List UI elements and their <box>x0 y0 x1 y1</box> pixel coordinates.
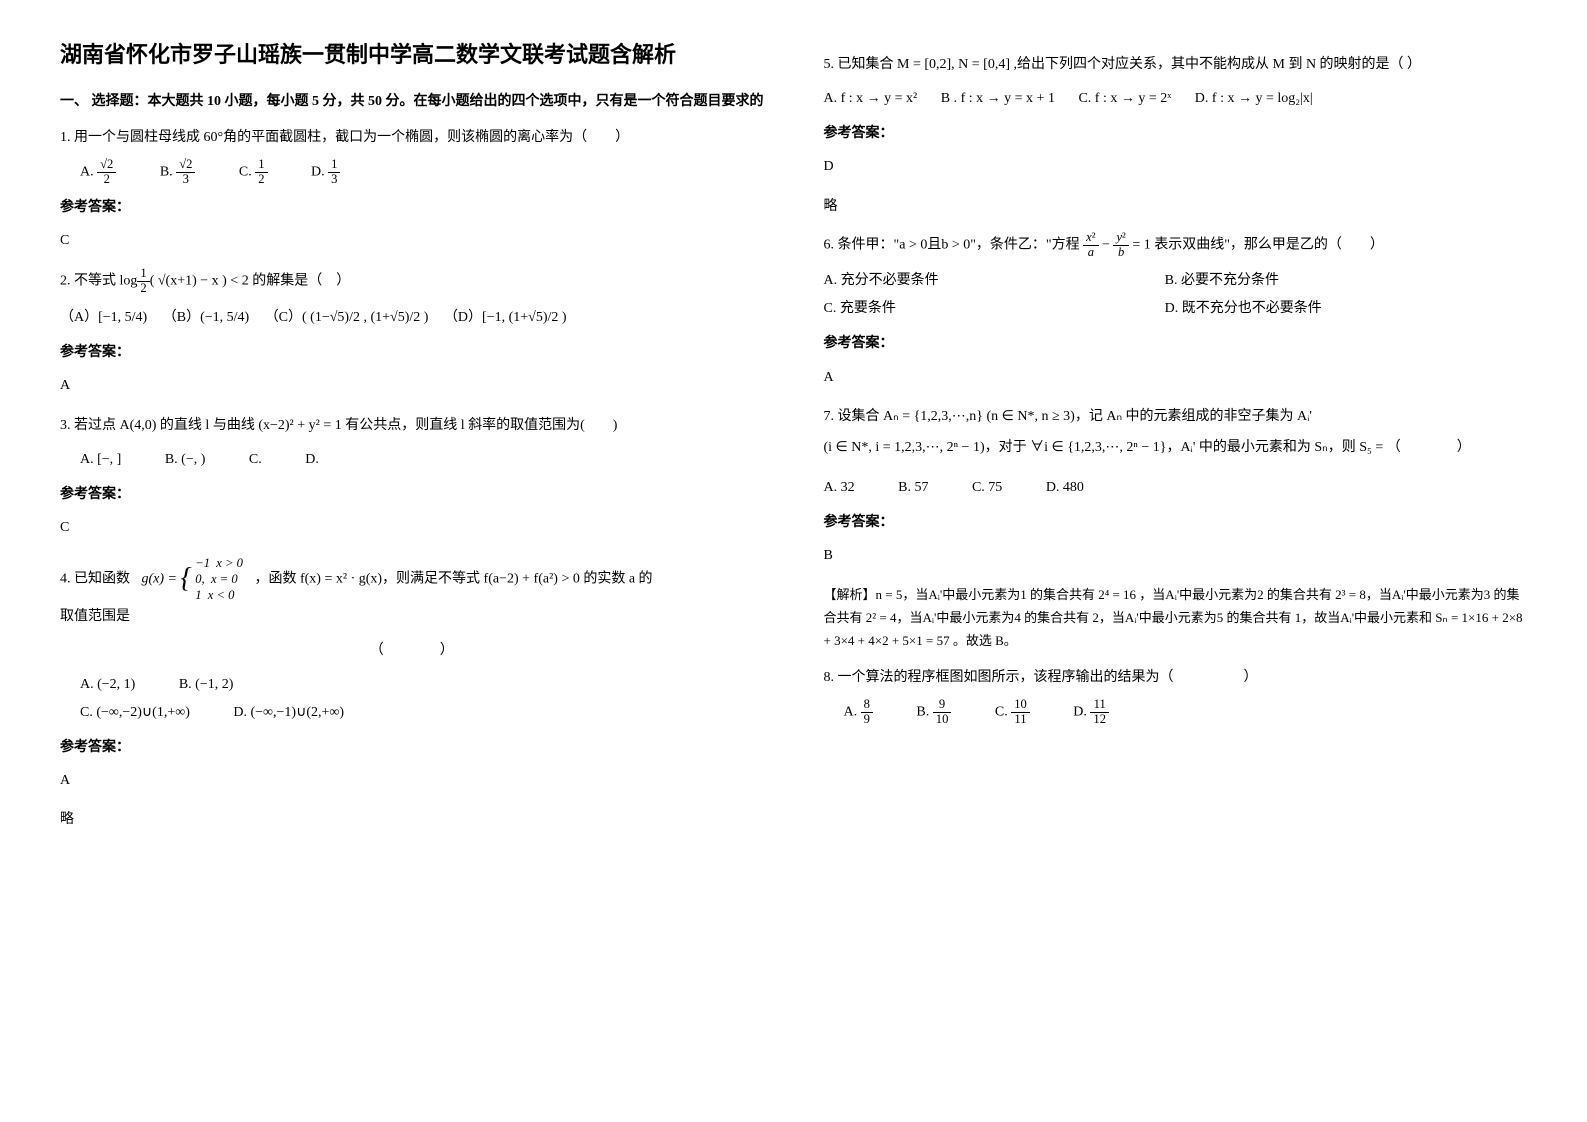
q4-answer: A <box>60 768 764 793</box>
q2-options: （A）[−1, 5/4) （B）(−1, 5/4) （C）( (1−√5)/2 … <box>60 304 764 332</box>
q1-answer-label: 参考答案： <box>60 195 764 220</box>
page-container: 湖南省怀化市罗子山瑶族一贯制中学高二数学文联考试题含解析 一、 选择题：本大题共… <box>60 40 1527 844</box>
q5-opt-a: A. f : x → y = x² <box>824 85 918 113</box>
q2-opt-c: （C）( (1−√5)/2 , (1+√5)/2 ) <box>265 304 429 332</box>
q1-answer: C <box>60 228 764 253</box>
q3-answer: C <box>60 515 764 540</box>
q6-answer-label: 参考答案： <box>824 331 1528 356</box>
q3-opt-d: D. <box>305 446 319 474</box>
question-2: 2. 不等式 log12( √(x+1) − x ) < 2 的解集是（ ） （… <box>60 267 764 398</box>
q6-answer: A <box>824 365 1528 390</box>
q8-options: A. 89 B. 910 C. 1011 D. 1112 <box>844 698 1528 727</box>
q1-opt-b: B. √23 <box>160 158 196 187</box>
q7-text1: 7. 设集合 Aₙ = {1,2,3,⋯,n} (n ∈ N*, n ≥ 3)，… <box>824 404 1528 429</box>
q2-opt-d: （D）[−1, (1+√5)/2 ) <box>444 304 567 332</box>
q6-opt-d: D. 既不充分也不必要条件 <box>1165 295 1322 323</box>
q6-options: A. 充分不必要条件 B. 必要不充分条件 C. 充要条件 D. 既不充分也不必… <box>824 267 1528 323</box>
question-7: 7. 设集合 Aₙ = {1,2,3,⋯,n} (n ∈ N*, n ≥ 3)，… <box>824 404 1528 653</box>
q5-opt-d: D. f : x → y = log₂|x| <box>1195 85 1313 113</box>
q4-note: 略 <box>60 807 764 832</box>
q6-opt-b: B. 必要不充分条件 <box>1165 267 1279 295</box>
q8-opt-b: B. 910 <box>916 698 951 727</box>
q4-options: A. (−2, 1) B. (−1, 2) C. (−∞,−2)∪(1,+∞) … <box>80 671 764 727</box>
q8-opt-a: A. 89 <box>844 698 873 727</box>
question-4: 4. 已知函数 g(x) = { −1 x > 0 0, x = 0 1 x <… <box>60 554 764 832</box>
q8-opt-d: D. 1112 <box>1073 698 1109 727</box>
q7-opt-a: A. 32 <box>824 474 855 502</box>
q4-opt-c: C. (−∞,−2)∪(1,+∞) <box>80 699 190 727</box>
q4-answer-label: 参考答案： <box>60 735 764 760</box>
q5-note: 略 <box>824 194 1528 219</box>
q5-opt-c: C. f : x → y = 2ˣ <box>1078 85 1171 113</box>
right-column: 5. 已知集合 M = [0,2], N = [0,4] ,给出下列四个对应关系… <box>824 40 1528 844</box>
q2-text: 2. 不等式 log12( √(x+1) − x ) < 2 的解集是（ ） <box>60 267 764 296</box>
q2-opt-a: （A）[−1, 5/4) <box>60 304 147 332</box>
q5-answer-label: 参考答案： <box>824 121 1528 146</box>
q3-answer-label: 参考答案： <box>60 482 764 507</box>
q3-options: A. [−, ] B. (−, ) C. D. <box>80 446 764 474</box>
q1-opt-c: C. 12 <box>239 158 268 187</box>
q7-options: A. 32 B. 57 C. 75 D. 480 <box>824 474 1528 502</box>
question-8: 8. 一个算法的程序框图如图所示，该程序输出的结果为（ ） A. 89 B. 9… <box>824 665 1528 727</box>
section-1-header: 一、 选择题：本大题共 10 小题，每小题 5 分，共 50 分。在每小题给出的… <box>60 91 764 113</box>
q8-text: 8. 一个算法的程序框图如图所示，该程序输出的结果为（ ） <box>824 665 1528 690</box>
q5-opt-b: B . f : x → y = x + 1 <box>941 85 1055 113</box>
left-column: 湖南省怀化市罗子山瑶族一贯制中学高二数学文联考试题含解析 一、 选择题：本大题共… <box>60 40 764 844</box>
q2-opt-b: （B）(−1, 5/4) <box>163 304 249 332</box>
q7-answer: B <box>824 543 1528 568</box>
q5-text: 5. 已知集合 M = [0,2], N = [0,4] ,给出下列四个对应关系… <box>824 52 1528 77</box>
q4-opt-d: D. (−∞,−1)∪(2,+∞) <box>233 699 344 727</box>
question-5: 5. 已知集合 M = [0,2], N = [0,4] ,给出下列四个对应关系… <box>824 52 1528 219</box>
question-3: 3. 若过点 A(4,0) 的直线 l 与曲线 (x−2)² + y² = 1 … <box>60 413 764 541</box>
q7-opt-d: D. 480 <box>1046 474 1084 502</box>
q1-text: 1. 用一个与圆柱母线成 60°角的平面截圆柱，截口为一个椭圆，则该椭圆的离心率… <box>60 125 764 150</box>
q6-opt-a: A. 充分不必要条件 <box>824 267 1162 295</box>
q6-text: 6. 条件甲："a > 0且b > 0"，条件乙："方程 x²a − y²b =… <box>824 231 1528 260</box>
document-title: 湖南省怀化市罗子山瑶族一贯制中学高二数学文联考试题含解析 <box>60 40 764 71</box>
q1-opt-a: A. √22 <box>80 158 116 187</box>
q7-text2: (i ∈ N*, i = 1,2,3,⋯, 2ⁿ − 1)，对于 ∀i ∈ {1… <box>824 435 1528 460</box>
q7-answer-label: 参考答案： <box>824 510 1528 535</box>
q5-answer: D <box>824 154 1528 179</box>
q2-answer: A <box>60 373 764 398</box>
q8-opt-c: C. 1011 <box>995 698 1030 727</box>
q4-paren: （ ） <box>60 638 764 663</box>
q3-text: 3. 若过点 A(4,0) 的直线 l 与曲线 (x−2)² + y² = 1 … <box>60 413 764 438</box>
q1-options: A. √22 B. √23 C. 12 D. 13 <box>80 158 764 187</box>
q6-opt-c: C. 充要条件 <box>824 295 1162 323</box>
q5-options: A. f : x → y = x² B . f : x → y = x + 1 … <box>824 85 1528 113</box>
q7-opt-b: B. 57 <box>898 474 928 502</box>
q7-explain: 【解析】n = 5，当Aᵢ'中最小元素为1 的集合共有 2⁴ = 16 ，当Aᵢ… <box>824 583 1528 653</box>
q3-opt-a: A. [−, ] <box>80 446 121 474</box>
q3-opt-b: B. (−, ) <box>165 446 206 474</box>
question-6: 6. 条件甲："a > 0且b > 0"，条件乙："方程 x²a − y²b =… <box>824 231 1528 390</box>
q4-opt-b: B. (−1, 2) <box>179 671 234 699</box>
question-1: 1. 用一个与圆柱母线成 60°角的平面截圆柱，截口为一个椭圆，则该椭圆的离心率… <box>60 125 764 253</box>
q7-opt-c: C. 75 <box>972 474 1002 502</box>
q4-line1: 4. 已知函数 g(x) = { −1 x > 0 0, x = 0 1 x <… <box>60 554 764 604</box>
q2-answer-label: 参考答案： <box>60 340 764 365</box>
q4-line2: 取值范围是 <box>60 604 764 629</box>
q4-opt-a: A. (−2, 1) <box>80 671 135 699</box>
q1-opt-d: D. 13 <box>311 158 340 187</box>
q3-opt-c: C. <box>249 446 262 474</box>
